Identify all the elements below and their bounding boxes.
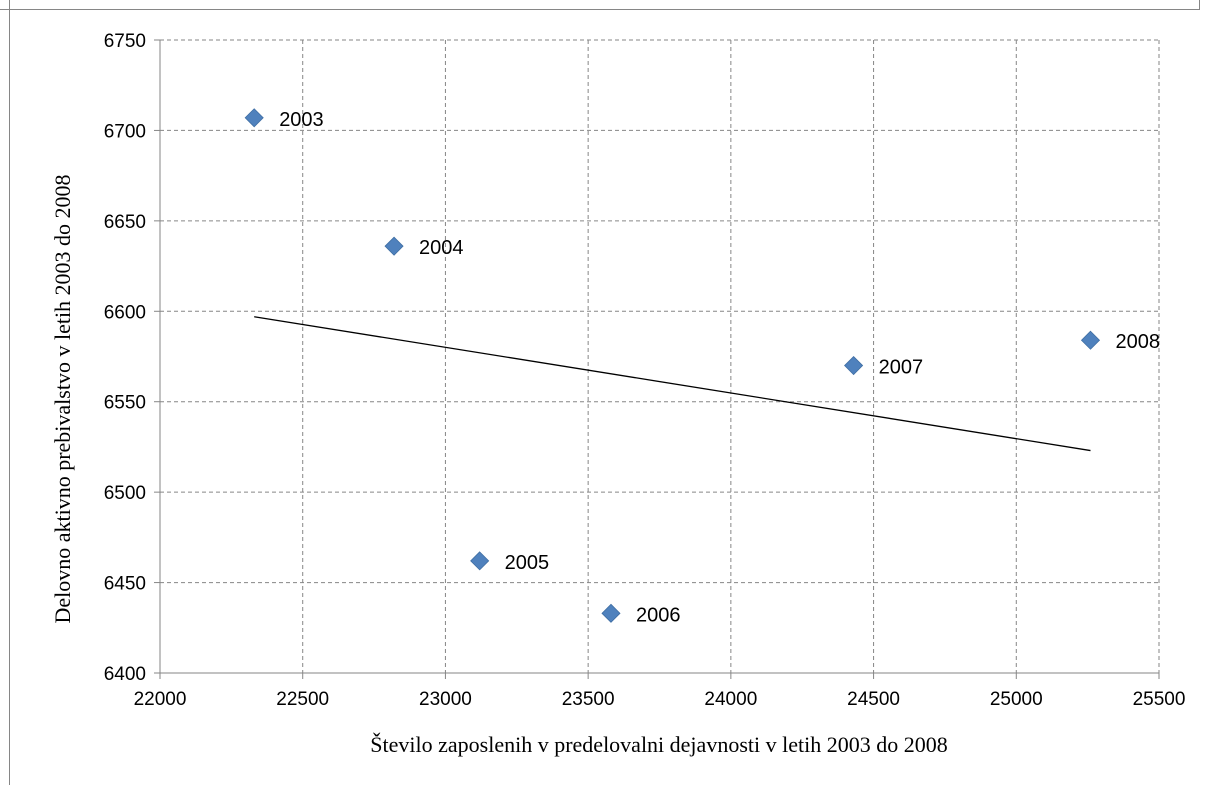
gridlines [160,39,1160,673]
trendline [254,316,1091,452]
x-tick-label: 25500 [1133,689,1186,710]
data-label-2004: 2004 [419,237,464,259]
trendline-group [254,316,1091,452]
data-labels: 2003 2004 2005 2006 2007 2008 [279,109,1160,627]
data-points [244,108,1101,623]
y-tick-label: 6550 [104,393,146,414]
x-tick-label: 23500 [562,689,615,710]
y-tick-labels: 6400 6450 6500 6550 6600 6650 6700 6750 [104,31,146,685]
data-point-2005 [470,551,490,571]
data-point-2008 [1080,330,1101,350]
data-label-2003: 2003 [279,109,324,131]
data-point-2003 [244,108,264,128]
data-label-2007: 2007 [879,357,924,379]
x-axis-title: Število zaposlenih v predelovalni dejavn… [370,732,947,757]
y-tick-label: 6500 [104,483,146,504]
y-tick-label: 6650 [104,212,146,233]
y-tick-label: 6600 [104,302,146,323]
data-label-2005: 2005 [505,552,550,574]
x-tick-labels: 22000 22500 23000 23500 24000 24500 25000 25500 [134,689,1186,710]
axes [154,39,1160,679]
x-tick-label: 22000 [134,689,187,710]
data-point-2006 [601,603,621,623]
x-tick-label: 22500 [276,689,329,710]
x-tick-label: 25000 [990,689,1043,710]
data-label-2006: 2006 [636,604,681,626]
y-tick-label: 6750 [104,31,146,52]
x-tick-label: 24500 [847,689,900,710]
data-label-2008: 2008 [1115,331,1160,353]
y-axis-title: Delovno aktivno prebivalstvo v letih 200… [50,174,75,623]
y-tick-label: 6450 [104,574,146,595]
data-point-2007 [844,355,864,376]
x-tick-label: 23000 [419,689,472,710]
y-tick-label: 6700 [104,121,146,142]
data-point-2004 [384,236,404,256]
y-tick-label: 6400 [104,664,146,685]
x-tick-label: 24000 [704,689,757,710]
